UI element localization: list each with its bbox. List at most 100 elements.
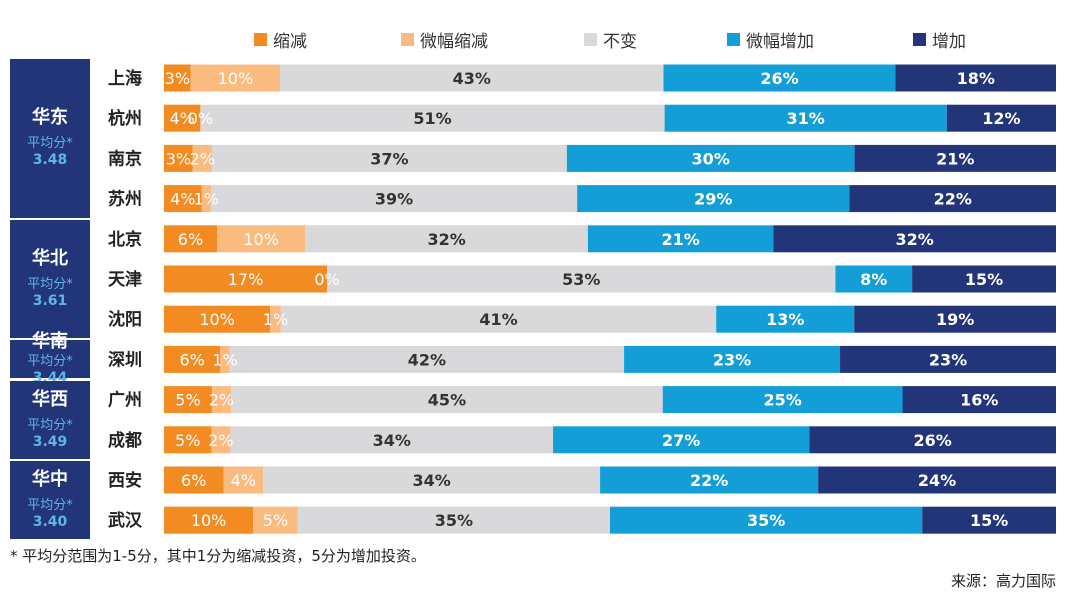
- data-label: 6%: [181, 471, 206, 490]
- legend-label: 增加: [932, 31, 966, 52]
- bar-segment: [164, 305, 271, 333]
- data-label: 15%: [970, 511, 1008, 530]
- source-note: 来源：高力国际: [950, 572, 1056, 590]
- category-label: 天津: [108, 269, 142, 290]
- region-box: 华东 平均分* 3.48: [10, 58, 90, 218]
- bar-segment: [210, 185, 578, 213]
- bar-segment: [164, 144, 193, 172]
- data-label: 37%: [370, 149, 408, 168]
- bar-segment: [946, 104, 1056, 132]
- data-label: 29%: [694, 190, 732, 209]
- bar-segment: [164, 225, 217, 253]
- bar-segment: [211, 386, 232, 414]
- data-label: 39%: [375, 190, 413, 209]
- bar-segment: [854, 144, 1056, 172]
- region-box: 华南 平均分* 3.44: [10, 332, 90, 386]
- data-label: 35%: [435, 511, 473, 530]
- bar-segment: [164, 64, 191, 92]
- bar-segment: [835, 265, 913, 293]
- legend-item: 不变: [584, 26, 637, 52]
- region-box: 华北平均分* 3.61: [10, 219, 90, 339]
- bar-segment: [164, 104, 201, 132]
- data-label: 32%: [427, 230, 465, 249]
- data-label: 2%: [209, 391, 234, 410]
- bar-segment: [566, 144, 855, 172]
- data-label: 53%: [562, 270, 600, 289]
- category-label: 杭州: [108, 108, 142, 129]
- data-label: 30%: [692, 149, 730, 168]
- bar-segment: [190, 64, 280, 92]
- category-label: 成都: [108, 430, 142, 451]
- legend: 缩减 微幅缩减 不变 微幅增加 增加: [0, 26, 1068, 52]
- category-label: 北京: [108, 229, 142, 250]
- bar-segment: [600, 466, 819, 494]
- region-name: 华中: [32, 469, 68, 491]
- data-label: 21%: [936, 149, 974, 168]
- bar-segment: [902, 386, 1056, 414]
- legend-item: 增加: [913, 26, 966, 52]
- bar-segment: [223, 466, 264, 494]
- data-label: 10%: [199, 310, 235, 329]
- bar-segment: [192, 144, 212, 172]
- bar-segment: [663, 64, 896, 92]
- bar-segment: [164, 265, 328, 293]
- bar-segment: [201, 185, 211, 213]
- data-label: 1%: [263, 310, 288, 329]
- category-label: 广州: [108, 390, 142, 411]
- category-label: 沈阳: [108, 309, 142, 330]
- legend-swatch: [584, 32, 597, 46]
- bar-segment: [610, 506, 923, 534]
- category-label: 武汉: [108, 510, 143, 531]
- category-label: 上海: [108, 68, 142, 89]
- data-label: 10%: [218, 69, 254, 88]
- data-label: 51%: [413, 109, 451, 128]
- data-label: 34%: [373, 431, 411, 450]
- data-label: 43%: [453, 69, 491, 88]
- data-label: 21%: [662, 230, 700, 249]
- region-avg-label: 平均分*: [27, 498, 73, 514]
- stacked-bar-chart: 上海 3% 10% 43% 26% 18%杭州 4%0% 51% 31% 12%南京 3%2% 37%…: [108, 64, 1056, 534]
- bar-segment: [818, 466, 1056, 494]
- data-label: 2%: [190, 149, 215, 168]
- bar-segment: [164, 506, 254, 534]
- data-label: 23%: [713, 350, 751, 369]
- data-label: 45%: [428, 391, 466, 410]
- legend-item: 微幅增加: [727, 26, 814, 52]
- data-label: 18%: [957, 69, 995, 88]
- bar-segment: [716, 305, 855, 333]
- data-label: 12%: [982, 109, 1020, 128]
- bar-segment: [230, 426, 554, 454]
- data-label: 0%: [188, 109, 213, 128]
- data-label: 8%: [860, 270, 887, 289]
- region-avg-score: 3.49: [32, 433, 68, 450]
- bar-segment: [809, 426, 1056, 454]
- category-label: 深圳: [108, 349, 142, 370]
- data-label: 41%: [479, 310, 517, 329]
- legend-label: 缩减: [273, 31, 307, 52]
- legend-swatch: [254, 32, 267, 46]
- data-label: 22%: [934, 190, 972, 209]
- region-name: 华北: [32, 247, 68, 269]
- bar-segment: [895, 64, 1056, 92]
- bar-segment: [297, 506, 610, 534]
- data-label: 6%: [178, 230, 203, 249]
- legend-label: 微幅增加: [746, 31, 814, 52]
- region-avg-label: 平均分*: [27, 276, 73, 292]
- legend-label: 不变: [603, 31, 637, 52]
- bar-segment: [662, 386, 903, 414]
- bar-segment: [229, 345, 625, 373]
- data-label: 4%: [231, 471, 256, 490]
- data-label: 3%: [166, 149, 191, 168]
- data-label: 22%: [690, 471, 728, 490]
- data-label: 6%: [179, 350, 204, 369]
- region-avg-label: 平均分*: [27, 136, 73, 152]
- bar-segment: [211, 144, 567, 172]
- bar-segment: [587, 225, 774, 253]
- region-box: 华西 平均分* 3.49: [10, 380, 90, 459]
- legend-swatch: [727, 32, 740, 46]
- bar-segment: [164, 185, 202, 213]
- region-avg-score: 3.61: [32, 292, 68, 309]
- bar-segment: [305, 225, 588, 253]
- data-label: 17%: [228, 270, 264, 289]
- bar-segment: [840, 345, 1056, 373]
